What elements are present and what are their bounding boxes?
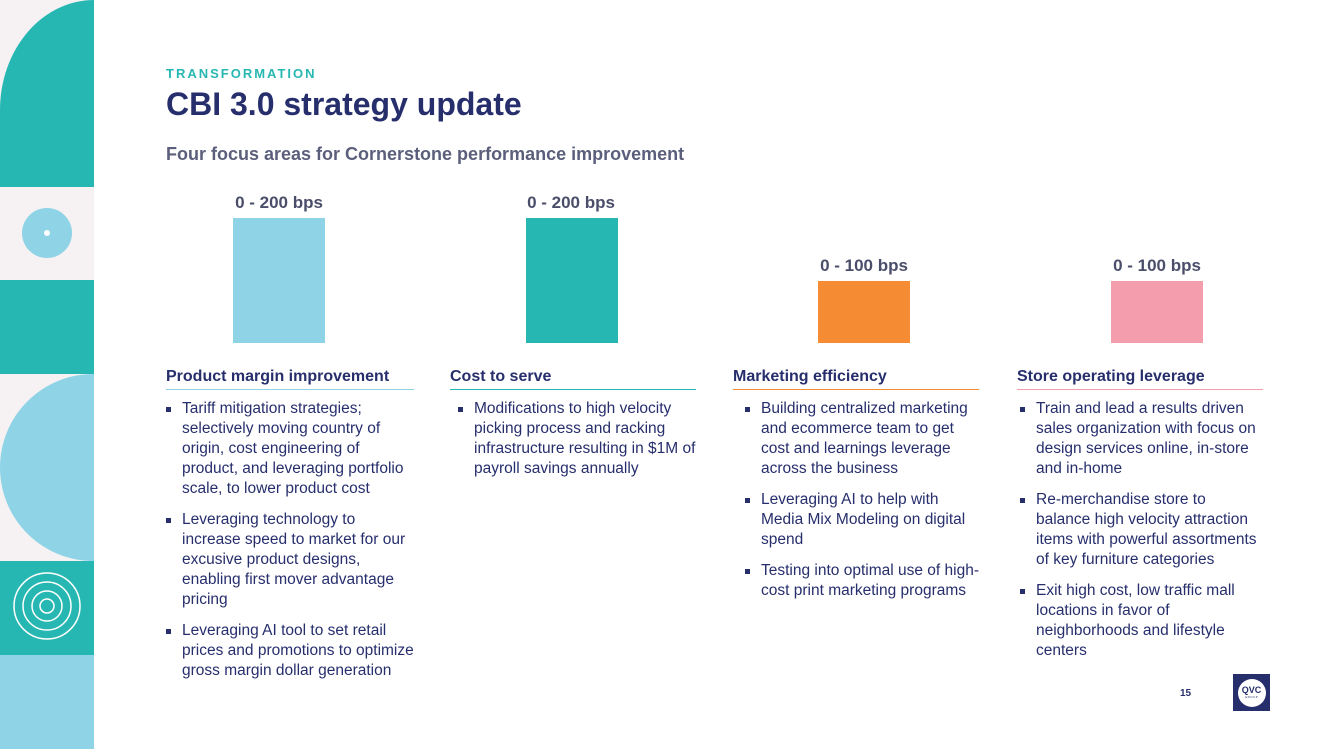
bar-label-marketing: 0 - 100 bps: [820, 255, 908, 275]
logo-text: QVC: [1241, 685, 1262, 695]
bullet-list: Train and lead a results driven sales or…: [1017, 399, 1263, 661]
column-marketing: Marketing efficiency Building centralize…: [733, 368, 979, 612]
list-item: Exit high cost, low traffic mall locatio…: [1020, 581, 1263, 661]
bar-store-operating: [1111, 280, 1203, 343]
bar-product-margin: [233, 218, 325, 343]
concentric-rings-icon: [13, 572, 81, 640]
list-item: Testing into optimal use of high-cost pr…: [745, 561, 979, 601]
band-blue-block: [0, 655, 94, 749]
column-heading: Cost to serve: [450, 368, 696, 390]
page-number: 15: [1180, 688, 1192, 699]
list-item: Leveraging AI to help with Media Mix Mod…: [745, 490, 979, 550]
circle-dot-icon: [22, 208, 72, 258]
column-heading: Marketing efficiency: [733, 368, 979, 390]
list-item: Modifications to high velocity picking p…: [458, 399, 696, 479]
bar-label-cost-to-serve: 0 - 200 bps: [527, 193, 615, 212]
bar-marketing-efficiency: [818, 280, 910, 343]
column-cost-to-serve: Cost to serve Modifications to high velo…: [450, 368, 696, 490]
qvc-group-logo: QVC GROUP: [1233, 674, 1270, 711]
column-store: Store operating leverage Train and lead …: [1017, 368, 1263, 672]
bullet-list: Modifications to high velocity picking p…: [450, 399, 696, 479]
list-item: Leveraging AI tool to set retail prices …: [166, 621, 414, 681]
bar-cost-to-serve: [526, 218, 618, 343]
list-item: Tariff mitigation strategies; selectivel…: [166, 399, 414, 499]
column-heading: Store operating leverage: [1017, 368, 1263, 390]
page-title: CBI 3.0 strategy update: [166, 86, 522, 122]
list-item: Leveraging technology to increase speed …: [166, 510, 414, 610]
band-teal-block: [0, 280, 94, 374]
section-kicker: TRANSFORMATION: [166, 66, 317, 81]
column-heading: Product margin improvement: [166, 368, 414, 390]
bullet-list: Tariff mitigation strategies; selectivel…: [166, 399, 414, 681]
page-subtitle: Four focus areas for Cornerstone perform…: [166, 144, 685, 164]
bar-label-product-margin: 0 - 200 bps: [235, 193, 323, 212]
bullet-list: Building centralized marketing and ecomm…: [733, 399, 979, 601]
logo-circle: QVC GROUP: [1237, 678, 1266, 707]
list-item: Train and lead a results driven sales or…: [1020, 399, 1263, 479]
bar-label-store: 0 - 100 bps: [1113, 255, 1201, 275]
logo-subtext: GROUP: [1244, 695, 1259, 699]
list-item: Building centralized marketing and ecomm…: [745, 399, 979, 479]
decorative-side-band: [0, 0, 94, 749]
column-product-margin: Product margin improvement Tariff mitiga…: [166, 368, 414, 692]
list-item: Re-merchandise store to balance high vel…: [1020, 490, 1263, 570]
